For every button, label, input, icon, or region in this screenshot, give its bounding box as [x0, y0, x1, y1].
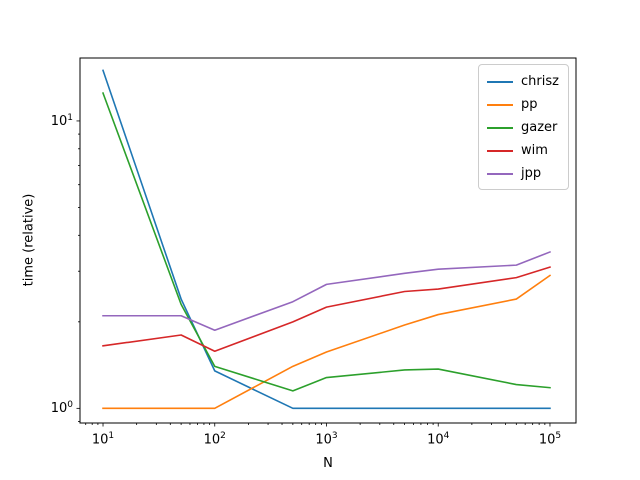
legend-label: wim: [521, 143, 548, 158]
legend-item: gazer: [487, 116, 559, 139]
y-tick-label: 100: [50, 400, 73, 417]
x-tick-label: 105: [538, 431, 562, 448]
legend-item: pp: [487, 93, 559, 116]
y-tick-label: 101: [50, 112, 73, 130]
legend-line-swatch: [487, 126, 513, 129]
y-axis-label: time (relative): [21, 193, 37, 287]
x-tick-label: 102: [203, 431, 226, 448]
series-line-jpp: [102, 250, 552, 332]
series-line-wim: [102, 266, 551, 353]
x-tick-label: 104: [427, 431, 450, 448]
legend-label: pp: [521, 97, 538, 112]
legend-line-swatch: [487, 149, 513, 152]
legend: chrisz pp gazer wim jpp: [478, 64, 569, 190]
series-line-chrisz: [102, 69, 551, 410]
x-axis-label: N: [323, 456, 333, 471]
legend-line-swatch: [487, 80, 513, 83]
legend-label: gazer: [521, 120, 558, 135]
legend-line-swatch: [487, 172, 513, 175]
series-line-gazer: [101, 92, 551, 392]
legend-item: wim: [487, 139, 559, 162]
legend-label: chrisz: [521, 74, 559, 89]
series-line-pp: [102, 274, 552, 410]
legend-line-swatch: [487, 103, 513, 106]
legend-item: jpp: [487, 162, 559, 185]
x-tick-label: 103: [315, 431, 338, 448]
legend-label: jpp: [521, 166, 542, 181]
plot-border: [79, 57, 577, 424]
legend-item: chrisz: [487, 70, 559, 93]
x-tick-label: 101: [91, 431, 115, 448]
